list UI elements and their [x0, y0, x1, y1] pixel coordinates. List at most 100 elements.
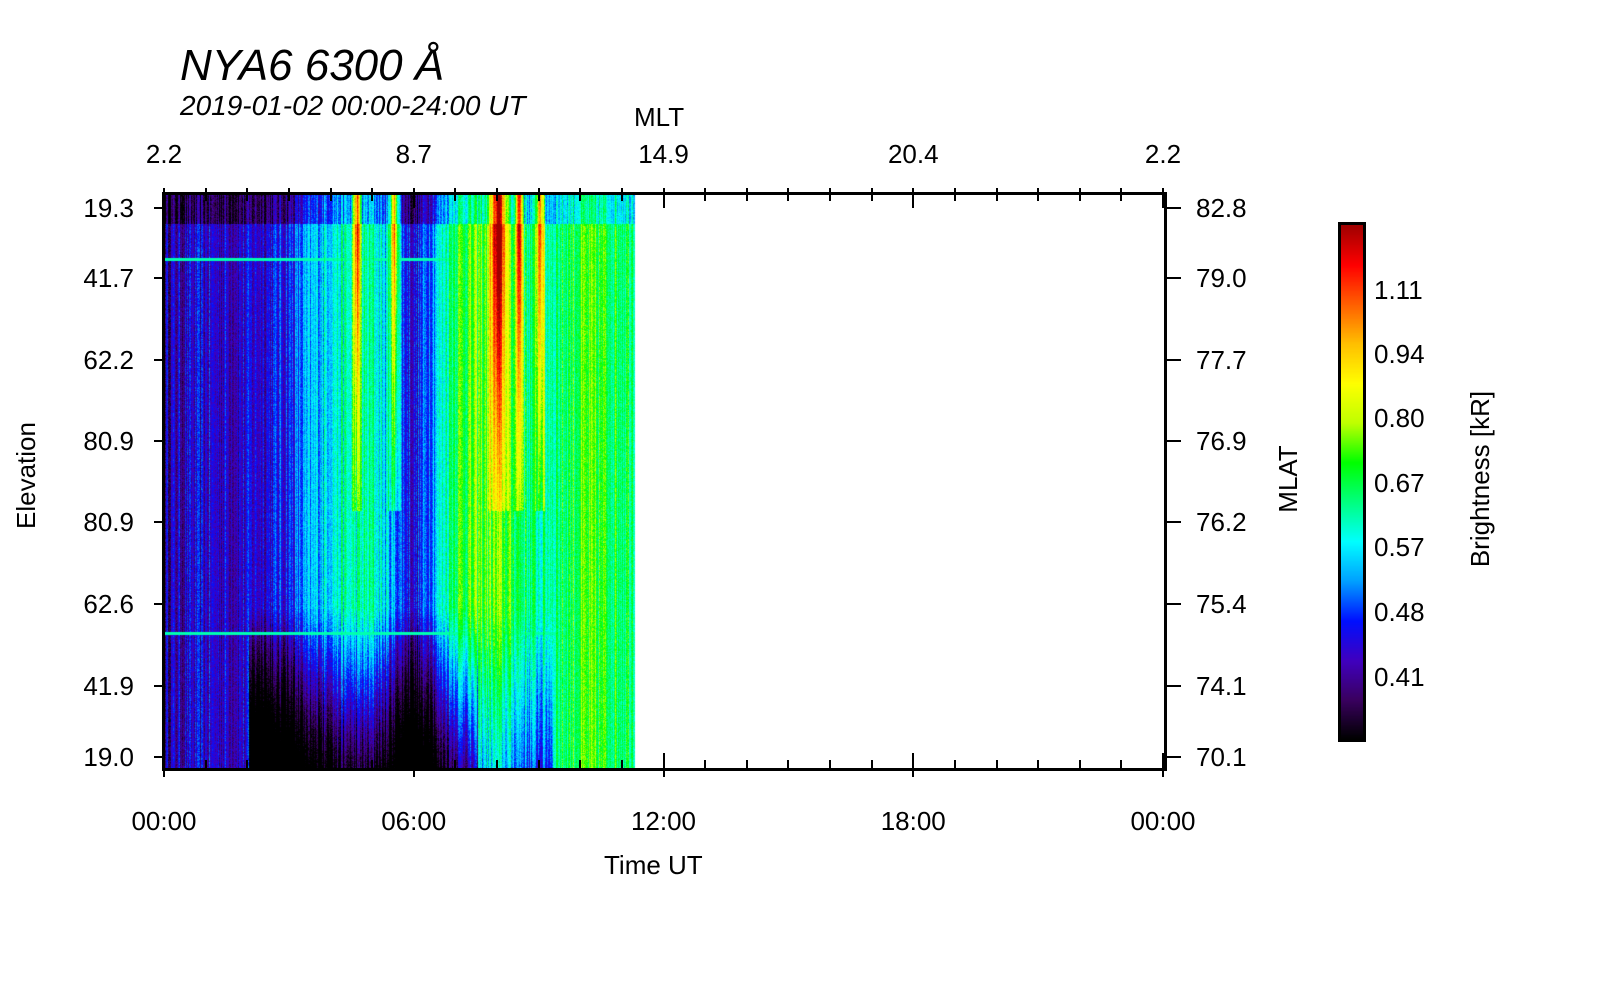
y-tick-label-left: 19.3 — [83, 193, 134, 223]
y-tick-right — [1165, 277, 1181, 279]
y-tick-label-left: 80.9 — [83, 426, 134, 456]
x-tick-bottom — [953, 760, 956, 769]
x-tick-top-outer — [329, 188, 332, 194]
plot-frame — [162, 192, 1167, 771]
y-tick-left — [154, 207, 164, 209]
y-tick-left — [154, 756, 164, 758]
x-tick-top-outer — [287, 188, 290, 194]
x-tick-bottom — [1078, 760, 1081, 769]
x-tick-bottom — [912, 753, 915, 769]
top-x-tick-label: 8.7 — [395, 139, 432, 169]
x-axis-label: Time UT — [604, 850, 703, 880]
y-tick-right — [1165, 685, 1181, 687]
y-tick-left — [154, 359, 164, 361]
x-tick-bottom — [870, 760, 873, 769]
x-tick-top — [662, 194, 665, 208]
y-tick-left — [154, 521, 164, 523]
y-tick-left — [154, 685, 164, 687]
x-tick-top-outer — [1078, 188, 1081, 194]
x-tick-top-outer — [496, 188, 498, 194]
x-tick-bottom — [787, 760, 790, 769]
x-tick-top — [704, 194, 707, 201]
x-tick-label: 00:00 — [1130, 806, 1196, 836]
x-tick-top — [204, 194, 207, 201]
y-tick-label-right: 70.1 — [1196, 742, 1247, 772]
x-tick-top-outer — [1120, 188, 1123, 194]
x-tick-top-outer — [412, 188, 415, 194]
colorbar — [1338, 222, 1366, 742]
x-tick-top — [1078, 194, 1081, 201]
x-tick-bottom-outer — [412, 767, 415, 777]
x-tick-top-outer — [787, 188, 790, 194]
x-tick-label: 12:00 — [630, 806, 697, 836]
y-tick-right — [1165, 756, 1181, 758]
x-tick-bottom — [1120, 760, 1123, 769]
x-tick-top — [745, 194, 748, 201]
x-tick-label: 06:00 — [381, 806, 447, 836]
colorbar-tick-label: 0.80 — [1374, 403, 1425, 433]
x-tick-top — [620, 194, 623, 201]
x-tick-top — [912, 194, 915, 208]
chart-subtitle: 2019-01-02 00:00-24:00 UT — [180, 90, 526, 121]
y-tick-right — [1165, 521, 1181, 523]
x-tick-bottom — [287, 760, 290, 769]
x-tick-top-outer — [995, 188, 998, 194]
keogram-heatmap — [165, 195, 1164, 768]
x-tick-top-outer — [953, 188, 956, 194]
x-tick-top — [870, 194, 873, 201]
y-tick-label-left: 19.0 — [83, 742, 134, 772]
x-tick-top — [537, 194, 540, 201]
x-tick-top-outer — [870, 188, 873, 194]
x-tick-bottom — [329, 760, 332, 769]
x-tick-top — [287, 194, 290, 201]
x-tick-bottom-outer — [1162, 767, 1164, 777]
y-tick-left — [154, 277, 164, 279]
y-tick-label-left: 62.2 — [83, 345, 134, 375]
x-tick-top — [454, 194, 457, 201]
x-tick-top — [953, 194, 956, 201]
y-tick-label-right: 74.1 — [1196, 671, 1247, 701]
y-tick-label-right: 77.7 — [1196, 345, 1247, 375]
x-tick-bottom — [412, 753, 415, 769]
x-tick-bottom — [537, 760, 540, 769]
x-tick-bottom — [163, 753, 165, 769]
colorbar-tick-label: 0.41 — [1374, 662, 1425, 692]
top-x-tick-label: 2.2 — [145, 139, 183, 169]
x-tick-top — [246, 194, 249, 201]
x-tick-top — [829, 194, 831, 201]
x-tick-top — [412, 194, 415, 208]
y-tick-left — [154, 603, 164, 605]
colorbar-tick-label: 0.94 — [1374, 339, 1425, 369]
top-x-tick-label: 2.2 — [1144, 139, 1182, 169]
x-tick-bottom-outer — [912, 767, 915, 777]
x-tick-top — [329, 194, 332, 201]
x-tick-top-outer — [246, 188, 249, 194]
x-tick-bottom — [204, 760, 207, 769]
top-x-tick-label: 20.4 — [887, 139, 939, 169]
x-tick-top — [995, 194, 998, 201]
x-tick-bottom-outer — [662, 767, 665, 777]
x-tick-bottom — [246, 760, 249, 769]
x-tick-bottom-outer — [163, 767, 165, 777]
y-tick-right — [1165, 603, 1181, 605]
x-tick-top — [496, 194, 498, 201]
x-tick-bottom — [829, 760, 831, 769]
x-tick-top-outer — [1162, 188, 1164, 194]
x-tick-bottom — [496, 760, 498, 769]
x-tick-bottom — [745, 760, 748, 769]
x-tick-bottom — [620, 760, 623, 769]
x-tick-top-outer — [537, 188, 540, 194]
x-tick-bottom — [662, 753, 665, 769]
x-tick-bottom — [579, 760, 582, 769]
colorbar-tick-label: 0.67 — [1374, 468, 1425, 498]
y-tick-label-left: 80.9 — [83, 507, 134, 537]
x-tick-bottom — [1162, 753, 1164, 769]
y-tick-right — [1165, 359, 1181, 361]
colorbar-label: Brightness [kR] — [1465, 390, 1495, 568]
x-tick-bottom — [454, 760, 457, 769]
y-tick-label-right: 79.0 — [1196, 263, 1247, 293]
top-x-tick-label: 14.9 — [638, 139, 689, 169]
x-tick-top-outer — [912, 188, 915, 194]
y-tick-right — [1165, 440, 1181, 442]
x-tick-top-outer — [204, 188, 207, 194]
